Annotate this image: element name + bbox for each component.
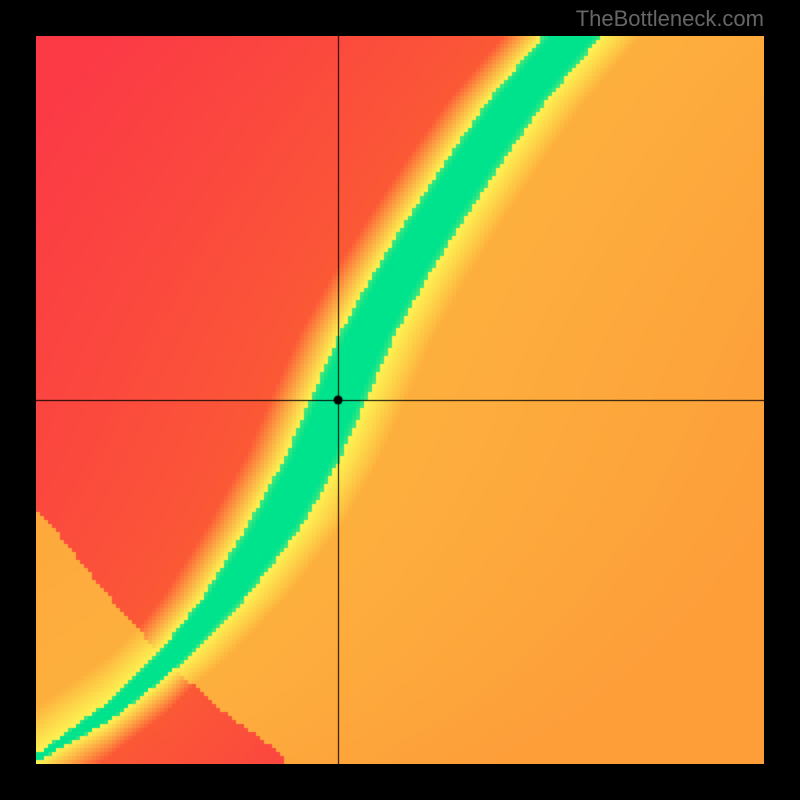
bottleneck-heatmap — [36, 36, 764, 764]
stage: TheBottleneck.com — [0, 0, 800, 800]
watermark-label: TheBottleneck.com — [576, 6, 764, 32]
